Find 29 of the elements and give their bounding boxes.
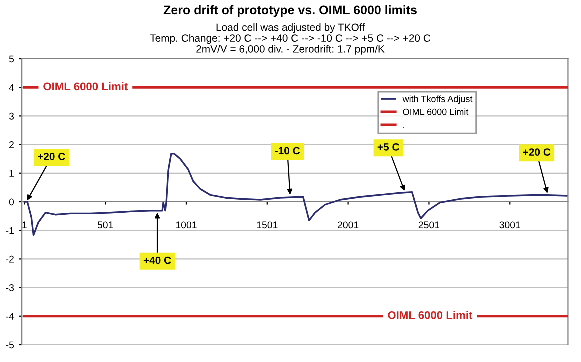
annotation: +20 C [38,152,66,160]
y-tick-label: -4 [6,313,14,320]
y-tick-label: 1 [10,170,14,177]
annotation: OIML 6000 Limit [44,82,128,91]
annotation: +40 C [144,256,172,264]
legend-label: with Tkoffs Adjust [402,96,473,104]
annotation: +5 C [378,144,400,151]
chart-subtitle: Load cell was adjusted by TKOff Temp. Change: +20 C --> +40 C --> -10 C --> +5 C --> +20 C 2mV/V = 6,000 div. - Zerodrift: 1.7 ppm/K [150,24,431,55]
y-tick-label: -3 [6,284,14,292]
y-tick-label: 4 [9,84,14,92]
chart-title: Zero drift of prototype vs. OIML 6000 limits [164,5,417,18]
y-tick-label: -1 [6,227,14,234]
annotation: -10 C [275,147,300,155]
y-tick-label: -5 [6,342,14,349]
x-tick-label: 1501 [257,222,278,229]
x-tick-label: 2501 [418,222,440,229]
x-tick-label: 1 [22,222,27,228]
annotation: OIML 6000 Limit [388,311,473,320]
x-tick-label: 3001 [500,222,520,229]
x-tick-label: 501 [98,222,114,229]
annotation: +20 C [523,148,551,156]
y-tick-label: 3 [9,112,14,120]
y-tick-label: 5 [9,56,14,63]
x-tick-label: 1001 [176,222,197,229]
y-tick-label: -2 [6,256,14,263]
x-tick-label: 2001 [338,222,359,229]
y-tick-label: 0 [9,198,14,206]
legend-label: OIML 6000 Limit [403,108,469,116]
y-tick-label: 2 [10,142,14,148]
